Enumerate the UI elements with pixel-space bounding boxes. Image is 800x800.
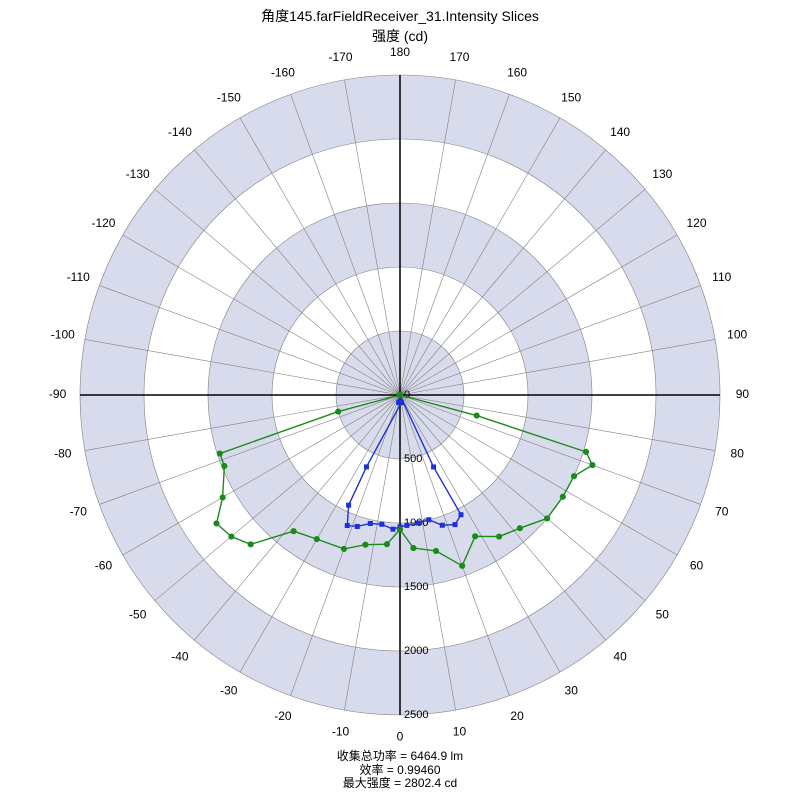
- svg-text:90: 90: [736, 387, 750, 401]
- svg-text:-150: -150: [217, 91, 241, 105]
- svg-text:-50: -50: [129, 607, 147, 621]
- svg-text:-20: -20: [274, 709, 292, 723]
- svg-text:0: 0: [397, 730, 404, 744]
- svg-text:120: 120: [687, 216, 707, 230]
- svg-text:50: 50: [656, 607, 670, 621]
- svg-text:80: 80: [731, 447, 745, 461]
- svg-text:150: 150: [561, 91, 581, 105]
- svg-text:130: 130: [652, 167, 672, 181]
- svg-text:140: 140: [610, 125, 630, 139]
- svg-text:2000: 2000: [404, 645, 428, 657]
- svg-text:180: 180: [390, 45, 410, 59]
- svg-text:-90: -90: [49, 387, 67, 401]
- svg-text:-110: -110: [67, 270, 90, 284]
- svg-text:160: 160: [507, 65, 527, 79]
- svg-text:-100: -100: [51, 328, 75, 342]
- svg-text:110: 110: [712, 270, 731, 284]
- svg-text:170: 170: [449, 50, 469, 64]
- chart-footer: 收集总功率 = 6464.9 lm 效率 = 0.99460 最大强度 = 28…: [0, 750, 800, 790]
- svg-text:30: 30: [565, 684, 579, 698]
- footer-eff: 效率 = 0.99460: [0, 764, 800, 777]
- svg-text:-80: -80: [54, 447, 72, 461]
- chart-title-line1: 角度145.farFieldReceiver_31.Intensity Slic…: [0, 6, 800, 26]
- svg-text:100: 100: [727, 328, 747, 342]
- polar-chart: -170-160-150-140-130-120-110-100-90-80-7…: [0, 40, 800, 780]
- svg-text:2500: 2500: [404, 709, 428, 721]
- svg-text:500: 500: [404, 453, 422, 465]
- svg-text:20: 20: [510, 709, 524, 723]
- svg-text:70: 70: [715, 504, 729, 518]
- svg-text:60: 60: [690, 558, 704, 572]
- svg-text:-70: -70: [70, 504, 88, 518]
- svg-text:-160: -160: [271, 65, 295, 79]
- svg-text:-60: -60: [95, 558, 113, 572]
- svg-text:-40: -40: [171, 649, 189, 663]
- svg-text:10: 10: [453, 724, 467, 738]
- svg-text:0: 0: [404, 389, 410, 401]
- svg-text:1500: 1500: [404, 581, 428, 593]
- svg-text:-140: -140: [168, 125, 192, 139]
- svg-text:-120: -120: [91, 216, 115, 230]
- footer-power: 收集总功率 = 6464.9 lm: [0, 750, 800, 763]
- svg-text:-10: -10: [332, 724, 350, 738]
- footer-maxint: 最大强度 = 2802.4 cd: [0, 777, 800, 790]
- svg-text:40: 40: [613, 649, 627, 663]
- svg-text:-130: -130: [126, 167, 150, 181]
- svg-text:-30: -30: [220, 684, 238, 698]
- svg-text:-170: -170: [329, 50, 353, 64]
